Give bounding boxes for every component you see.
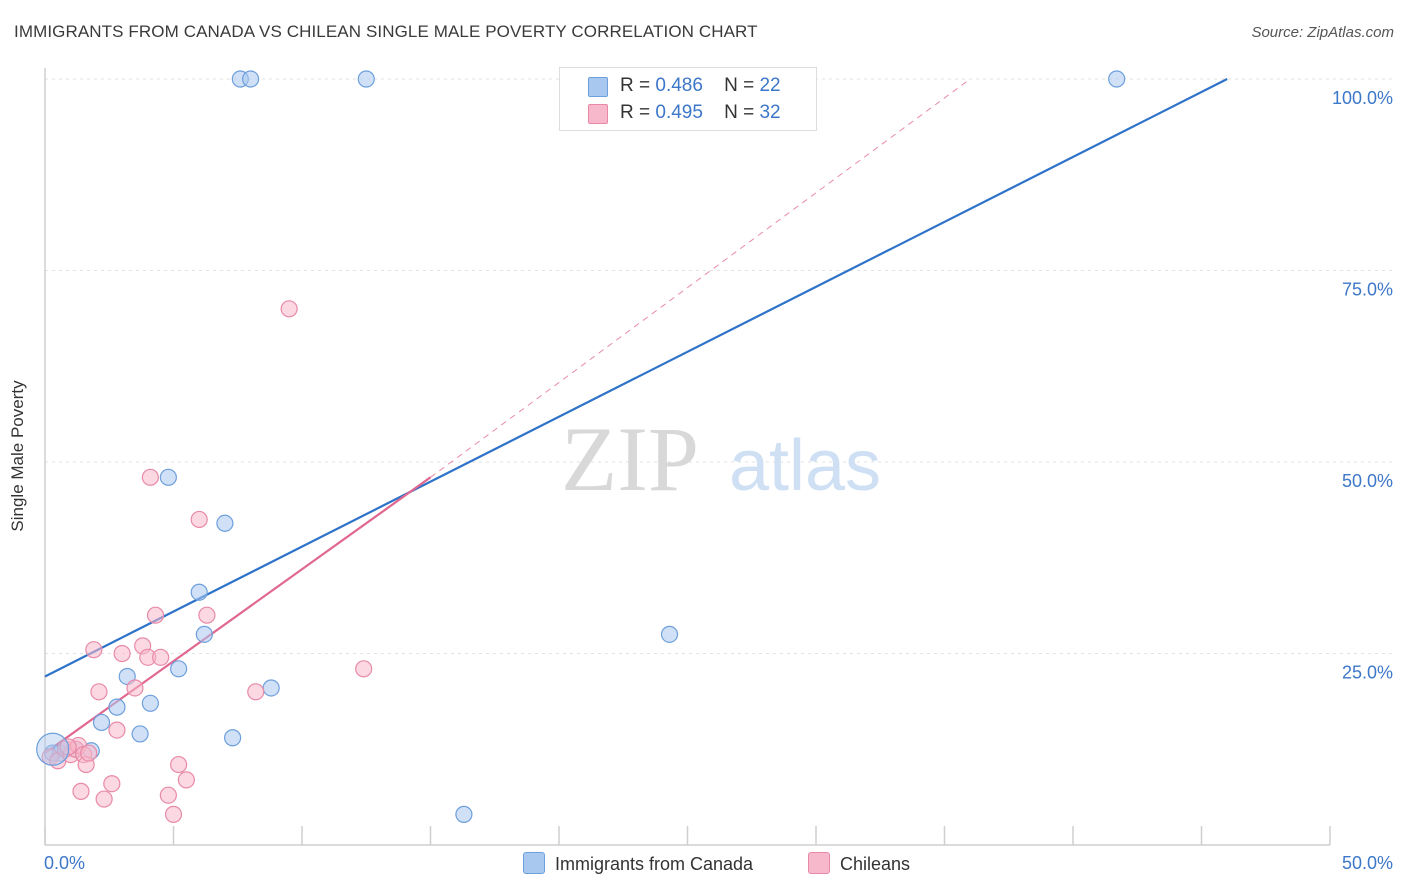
- legend-item-chileans[interactable]: Chileans: [808, 852, 910, 875]
- correlation-legend: R = 0.486 N = 22 R = 0.495 N = 32: [559, 67, 817, 131]
- legend-item-canada[interactable]: Immigrants from Canada: [523, 852, 753, 875]
- source-credit: Source: ZipAtlas.com: [1251, 24, 1394, 41]
- legend-n-label: N =: [724, 75, 755, 96]
- point-chileans: [90, 683, 108, 701]
- legend-n-label: N =: [724, 102, 755, 123]
- chart-title: IMMIGRANTS FROM CANADA VS CHILEAN SINGLE…: [14, 22, 758, 41]
- point-chileans: [113, 644, 131, 663]
- point-canada: [108, 698, 126, 716]
- x-tick-label: 0.0%: [44, 853, 85, 873]
- legend-r-label: R =: [620, 102, 651, 123]
- legend-swatch-pink: [588, 104, 608, 124]
- point-canada: [170, 660, 188, 678]
- tick-labels: 25.0% 50.0% 75.0% 100.0% 0.0% 50.0%: [44, 88, 1393, 873]
- legend-swatch-canada: [523, 852, 545, 874]
- y-tick-label: 50.0%: [1342, 471, 1393, 491]
- legend-r-value: 0.495: [655, 102, 703, 123]
- x-tick-label: 50.0%: [1342, 853, 1393, 873]
- point-chileans: [126, 679, 144, 697]
- point-chileans: [159, 786, 177, 804]
- point-canada: [455, 805, 473, 823]
- point-canada: [216, 514, 234, 532]
- point-canada-cluster: [36, 732, 70, 766]
- legend-r-value: 0.486: [655, 75, 703, 96]
- point-chileans: [95, 790, 113, 808]
- trendline-chileans: [44, 476, 432, 754]
- point-chileans: [108, 721, 126, 739]
- trendline-chileans-extension: [430, 78, 971, 478]
- point-canada: [92, 713, 111, 732]
- point-chileans: [247, 683, 265, 701]
- point-canada: [224, 729, 242, 747]
- gridlines: [45, 78, 1393, 654]
- trendline-canada: [44, 78, 1228, 678]
- point-canada: [262, 679, 280, 697]
- y-tick-label: 100.0%: [1332, 88, 1393, 108]
- y-tick-label: 25.0%: [1342, 663, 1393, 683]
- point-chileans: [164, 805, 183, 823]
- point-canada: [159, 468, 177, 486]
- watermark-atlas: atlas: [729, 426, 881, 506]
- legend-label-chileans: Chileans: [840, 854, 911, 874]
- point-chileans: [80, 744, 98, 762]
- point-canada: [660, 625, 679, 643]
- point-chileans: [177, 771, 195, 789]
- legend-n-value: 32: [759, 102, 781, 123]
- point-chileans: [152, 648, 170, 666]
- y-tick-label: 75.0%: [1342, 280, 1393, 300]
- point-chileans: [170, 755, 188, 774]
- watermark-zip: ZIP: [561, 408, 699, 510]
- point-chileans: [280, 300, 298, 318]
- data-points: [36, 70, 1126, 823]
- point-chileans: [355, 660, 373, 678]
- point-canada: [131, 725, 149, 743]
- watermark: ZIP atlas: [561, 408, 881, 510]
- legend-r-label: R =: [620, 75, 651, 96]
- point-canada: [1108, 70, 1126, 88]
- point-chileans: [103, 775, 121, 793]
- point-chileans: [72, 782, 90, 800]
- point-chileans: [141, 468, 159, 486]
- legend-swatch-chileans: [808, 852, 830, 874]
- point-chileans: [190, 510, 208, 529]
- legend-n-value: 22: [759, 75, 781, 96]
- point-canada: [195, 625, 213, 643]
- point-chileans: [198, 606, 216, 624]
- point-canada: [190, 583, 208, 601]
- point-canada: [357, 70, 375, 88]
- point-chileans: [85, 641, 103, 659]
- point-chileans: [146, 606, 165, 624]
- legend-swatch-blue: [588, 77, 608, 97]
- point-canada: [242, 70, 260, 88]
- point-canada: [141, 694, 159, 712]
- legend-label-canada: Immigrants from Canada: [555, 854, 754, 874]
- axes: [44, 68, 1331, 846]
